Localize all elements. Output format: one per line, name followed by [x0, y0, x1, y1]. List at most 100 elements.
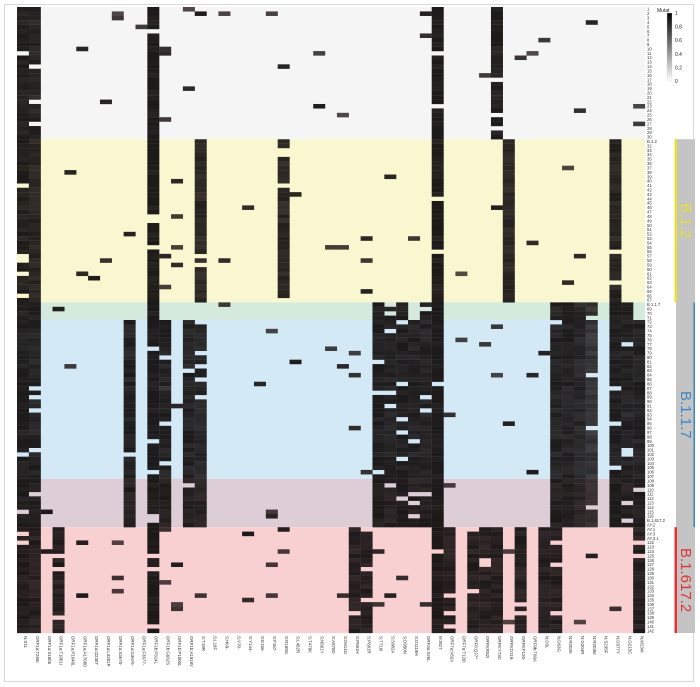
heatmap-cell: [431, 425, 444, 431]
row-label: 74: [647, 329, 652, 334]
row-label: 107: [647, 474, 655, 479]
heatmap-cell: [502, 297, 515, 303]
heatmap-cell: [431, 359, 444, 365]
heatmap-cell: [467, 571, 480, 576]
heatmap-cell: [348, 584, 361, 590]
heatmap-cell: [502, 245, 515, 250]
heatmap-cell: [147, 156, 160, 162]
row-label: 24: [647, 108, 652, 113]
heatmap-cell: [52, 602, 65, 607]
column-label: ORF1b:A1918V: [189, 636, 194, 667]
heatmap-cell: [159, 487, 172, 493]
row-label: 90: [647, 399, 652, 404]
heatmap-cell: [52, 531, 65, 537]
heatmap-cell: [419, 333, 432, 338]
heatmap-cell: [490, 597, 503, 603]
heatmap-cell: [159, 381, 172, 387]
heatmap-cell: [562, 447, 575, 453]
heatmap-cell: [52, 575, 65, 581]
heatmap-cell: [147, 77, 160, 83]
heatmap-cell: [147, 59, 160, 65]
heatmap-cell: [147, 64, 160, 69]
heatmap-cell: [182, 390, 195, 396]
heatmap-cell: [621, 350, 634, 356]
heatmap-cell: [633, 443, 646, 448]
heatmap-cell: [360, 593, 373, 598]
heatmap-cell: [147, 130, 160, 135]
heatmap-cell: [348, 558, 361, 563]
heatmap-cell: [348, 372, 361, 378]
heatmap-cell: [17, 170, 29, 175]
heatmap-cell: [348, 562, 361, 568]
heatmap-cell: [28, 275, 41, 281]
heatmap-cell: [431, 15, 444, 21]
legend-tick-label: 0.2: [675, 65, 682, 71]
heatmap-cell: [372, 337, 385, 343]
heatmap-cell: [573, 518, 586, 523]
row-label: 33: [647, 148, 652, 153]
heatmap-cell: [28, 619, 41, 625]
row-label: 59: [647, 262, 652, 267]
heatmap-cell: [408, 412, 421, 418]
row-label: 15: [647, 68, 652, 73]
heatmap-cell: [147, 408, 160, 413]
heatmap-cell: [396, 337, 409, 343]
heatmap-cell: [419, 315, 432, 321]
row-label: 35: [647, 157, 652, 162]
heatmap-cell: [17, 126, 29, 131]
heatmap-cell: [431, 37, 444, 43]
heatmap-cell: [384, 434, 397, 440]
heatmap-cell: [609, 368, 622, 374]
heatmap-cell: [360, 628, 373, 634]
heatmap-cell: [123, 496, 136, 501]
heatmap-cell: [431, 540, 444, 545]
row-label: 83: [647, 368, 652, 373]
column-label: S:D1118H: [414, 636, 419, 656]
heatmap-cell: [633, 527, 646, 532]
heatmap-cell: [550, 580, 563, 585]
heatmap-cell: [28, 350, 41, 356]
heatmap-cell: [431, 271, 444, 277]
heatmap-cell: [28, 231, 41, 237]
heatmap-cell: [182, 372, 195, 378]
heatmap-cell: [313, 51, 326, 56]
heatmap-cell: [384, 412, 397, 418]
heatmap-cell: [431, 483, 444, 488]
heatmap-cell: [17, 562, 29, 568]
heatmap-cell: [147, 465, 160, 471]
heatmap-cell: [17, 24, 29, 30]
heatmap-cell: [17, 15, 29, 21]
heatmap-cell: [550, 390, 563, 396]
heatmap-cell: [573, 408, 586, 413]
heatmap-cell: [479, 610, 492, 616]
heatmap-cell: [633, 522, 646, 528]
heatmap-cell: [573, 619, 586, 625]
heatmap-cell: [17, 491, 29, 497]
heatmap-cell: [147, 386, 160, 391]
heatmap-cell: [28, 416, 41, 422]
heatmap-cell: [17, 112, 29, 118]
column-label: N:S235F: [604, 636, 609, 654]
heatmap-cell: [17, 267, 29, 272]
heatmap-cell: [123, 355, 136, 360]
heatmap-cell: [384, 364, 397, 369]
heatmap-cell: [17, 245, 29, 250]
heatmap-cell: [182, 452, 195, 457]
heatmap-cell: [490, 628, 503, 634]
row-label: 79: [647, 351, 652, 356]
heatmap-cell: [419, 342, 432, 347]
heatmap-cell: [431, 187, 444, 193]
heatmap-cell: [502, 231, 515, 237]
heatmap-cell: [147, 7, 160, 12]
heatmap-cell: [633, 368, 646, 374]
heatmap-cell: [419, 447, 432, 453]
heatmap-cell: [419, 522, 432, 528]
heatmap-cell: [621, 346, 634, 352]
heatmap-cell: [147, 306, 160, 312]
heatmap-cell: [384, 461, 397, 466]
row-label: 23: [647, 104, 652, 109]
lineage-bars: B.1.2B.1.1.7B.1.617.2: [674, 139, 695, 633]
row-label: 47: [647, 210, 652, 215]
heatmap-cell: [17, 558, 29, 563]
row-label: 86: [647, 381, 652, 386]
